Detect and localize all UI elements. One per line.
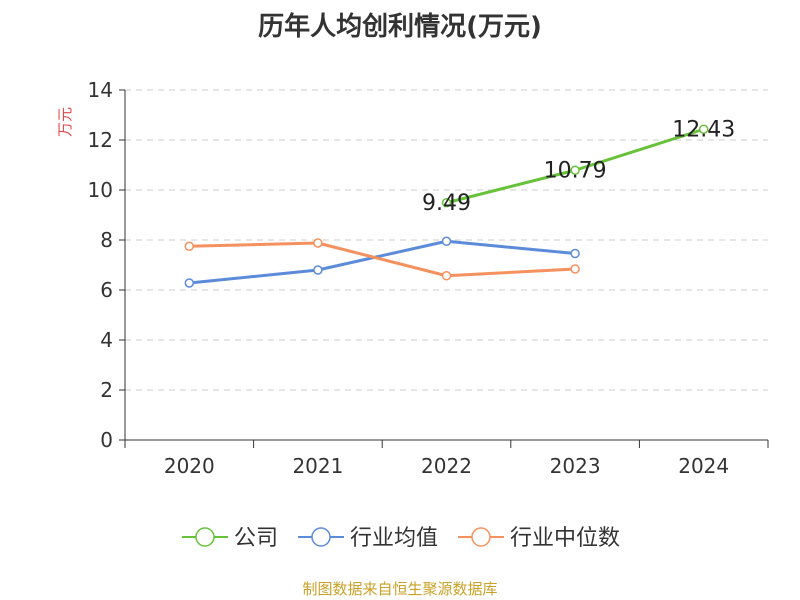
legend-marker-circle xyxy=(195,527,215,547)
data-point xyxy=(570,264,580,274)
data-point xyxy=(313,265,323,275)
data-label: 12.43 xyxy=(672,117,735,142)
x-tick-label: 2021 xyxy=(292,454,343,478)
data-point xyxy=(570,165,580,175)
x-tick-label: 2024 xyxy=(678,454,729,478)
data-point xyxy=(184,278,195,288)
y-tick-label: 6 xyxy=(100,278,113,302)
series-line xyxy=(189,241,576,278)
y-tick-label: 2 xyxy=(100,378,113,402)
data-label: 9.49 xyxy=(422,191,471,216)
legend-label: 行业均值 xyxy=(350,526,438,551)
legend-label: 行业中位数 xyxy=(510,526,620,551)
x-tick-label: 2020 xyxy=(164,454,215,478)
data-point xyxy=(441,198,452,208)
data-point xyxy=(441,236,452,246)
y-tick-label: 14 xyxy=(88,78,113,102)
legend-label: 公司 xyxy=(234,526,278,551)
data-point xyxy=(570,248,580,259)
data-point xyxy=(698,124,709,134)
legend-marker-circle xyxy=(471,527,491,547)
series-line xyxy=(189,239,576,285)
x-tick-label: 2023 xyxy=(550,454,601,478)
chart-title: 历年人均创利情况(万元) xyxy=(258,12,542,42)
y-tick-label: 4 xyxy=(100,328,113,352)
y-tick-label: 0 xyxy=(100,428,113,452)
data-label: 10.79 xyxy=(544,158,607,183)
source-note: 制图数据来自恒生聚源数据库 xyxy=(302,580,498,598)
x-tick-label: 2022 xyxy=(421,454,472,478)
legend-marker-circle xyxy=(311,527,331,547)
y-tick-label: 10 xyxy=(88,178,113,202)
data-point xyxy=(313,238,323,248)
y-tick-label: 12 xyxy=(88,128,113,152)
data-point xyxy=(184,241,195,251)
y-tick-label: 8 xyxy=(100,228,113,252)
y-axis-title: 万元 xyxy=(56,107,74,137)
data-point xyxy=(441,271,452,281)
